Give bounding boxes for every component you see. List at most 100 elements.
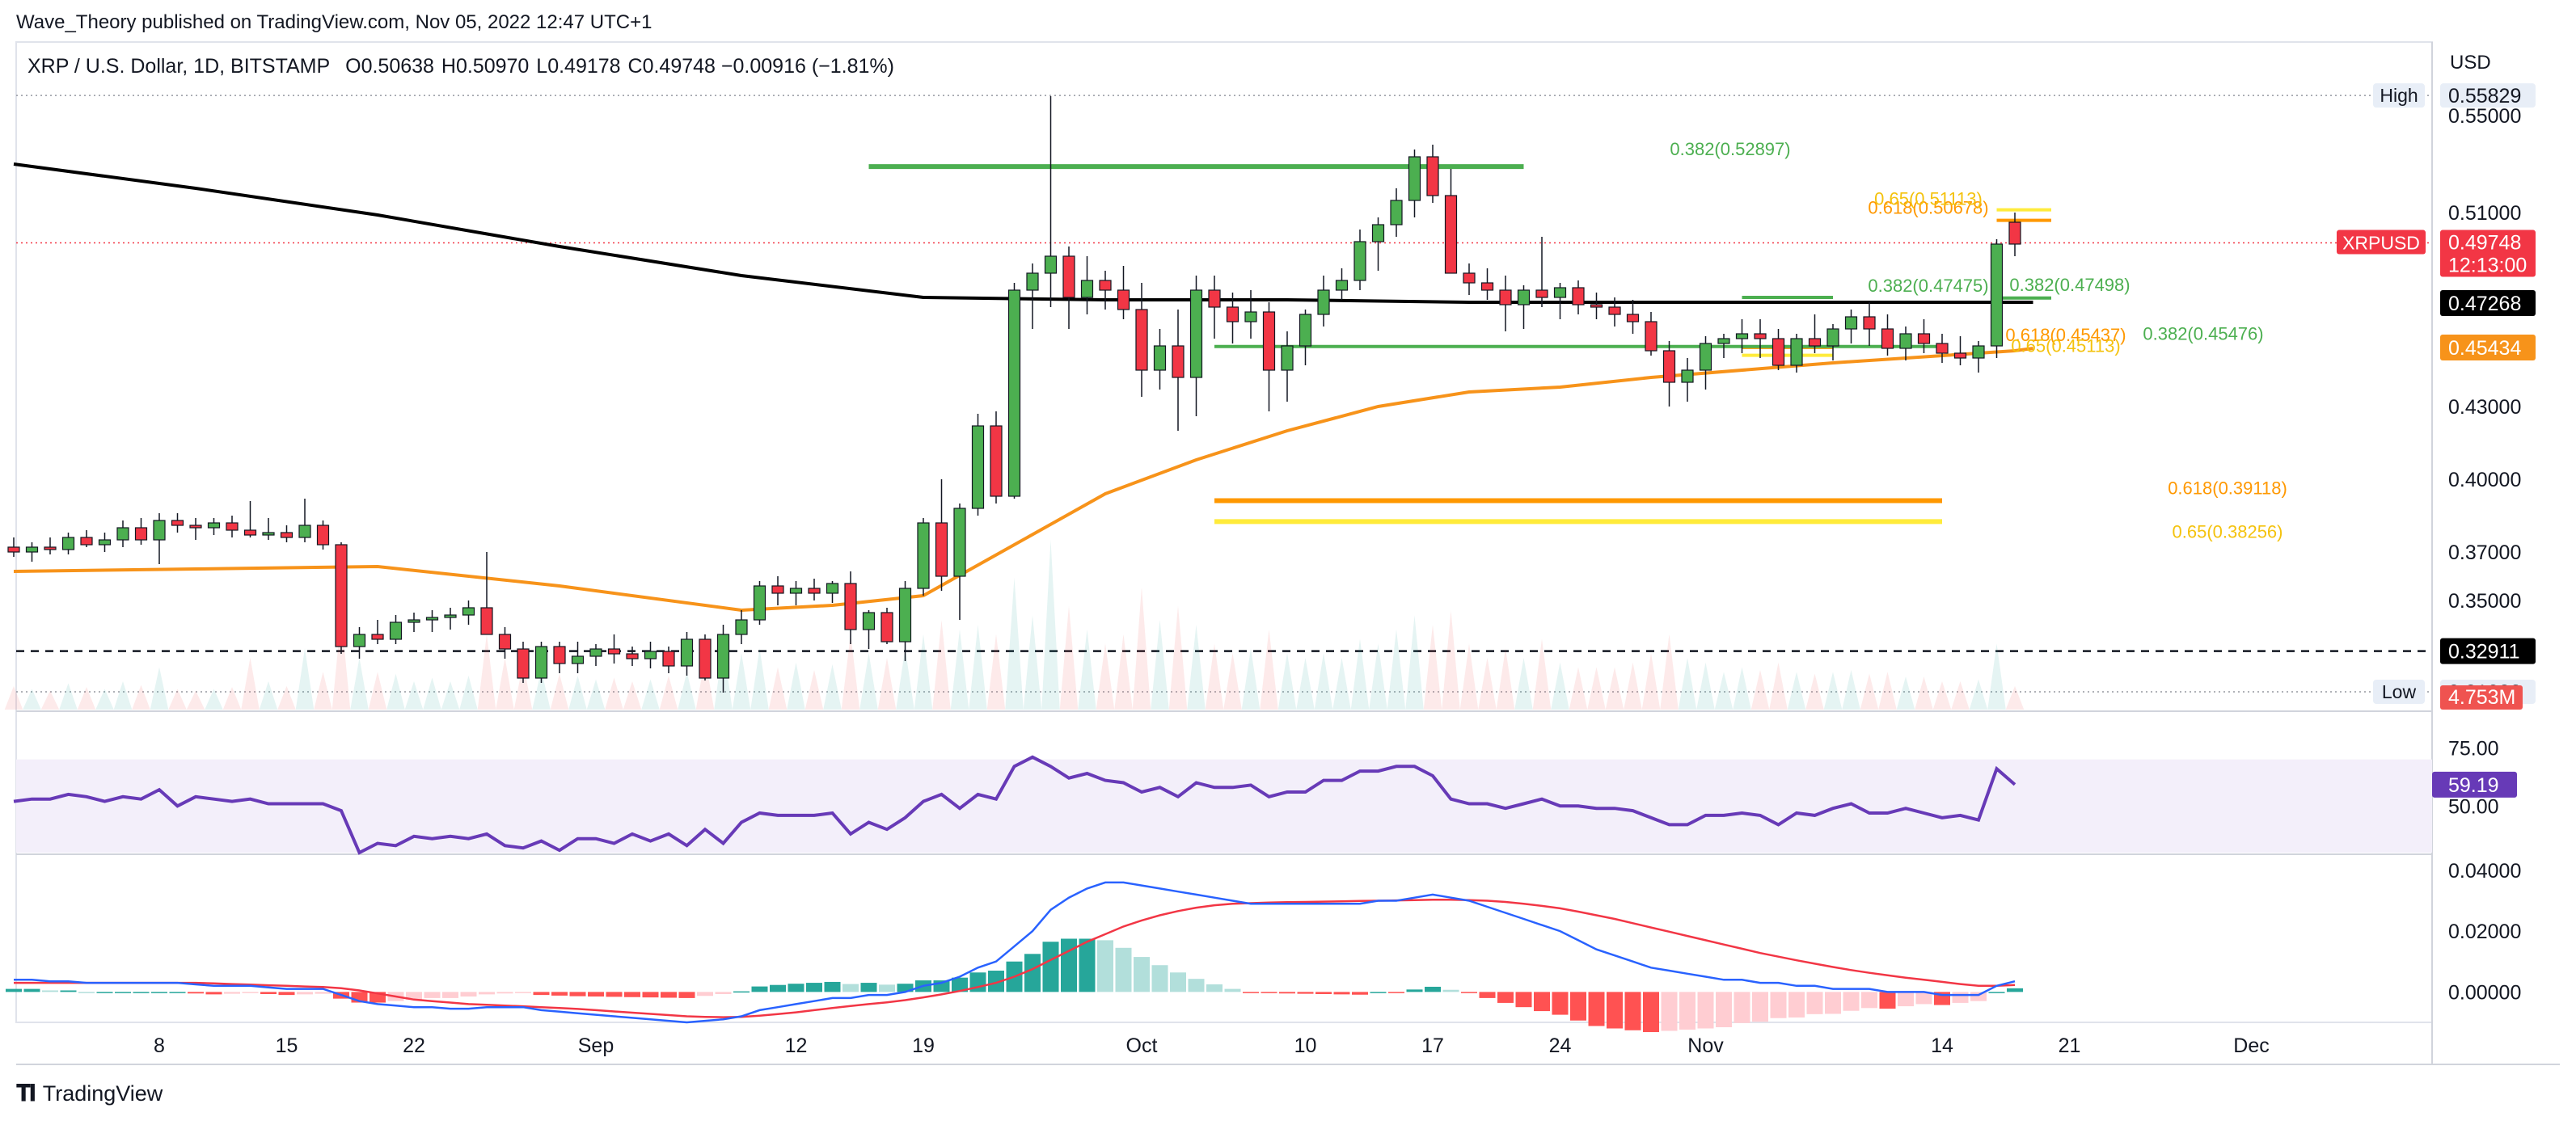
volume-bar (1260, 629, 1278, 710)
volume-bar (1624, 662, 1642, 710)
macd-histogram-bar (1988, 992, 2005, 993)
symbol-title[interactable]: XRP / U.S. Dollar, 1D, BITSTAMP (27, 55, 331, 78)
volume-bar (1296, 657, 1315, 710)
volume-bar (1168, 605, 1188, 710)
macd-histogram-bar (78, 992, 95, 993)
macd-histogram-bar (770, 984, 786, 992)
candle-body (880, 612, 893, 643)
candle-body (571, 655, 585, 664)
candle-body (1317, 289, 1330, 315)
macd-histogram-bar (1898, 992, 1914, 1007)
macd-histogram-bar (315, 992, 332, 994)
macd-histogram-bar (1734, 992, 1750, 1023)
candle-body (61, 537, 75, 550)
last-price-bg (2440, 230, 2536, 277)
macd-histogram-bar (115, 992, 131, 993)
currency-label[interactable]: USD (2450, 52, 2491, 74)
fib-level-label: 0.65(0.38256) (2173, 521, 2283, 541)
volume-bar (1041, 540, 1060, 710)
volume-bar (1878, 672, 1897, 710)
fib-level-label: 0.382(0.47498) (2009, 275, 2130, 295)
macd-histogram-bar (1497, 992, 1514, 1003)
volume-bar (986, 634, 1006, 710)
candle-body (371, 634, 384, 640)
volume-bar (877, 657, 897, 710)
macd-histogram-bar (406, 992, 422, 1000)
macd-histogram-bar (1607, 992, 1623, 1029)
candle-body (243, 529, 257, 536)
candle-body (1408, 156, 1421, 201)
macd-histogram-bar (442, 992, 458, 998)
candle-body (735, 619, 748, 635)
candle-body (1754, 333, 1767, 339)
candle-body (171, 520, 184, 526)
volume-bar (205, 689, 223, 710)
volume-bar (1605, 667, 1624, 710)
macd-histogram-bar (1806, 992, 1823, 1014)
symbol-legend: XRP / U.S. Dollar, 1D, BITSTAMP O0.50638… (27, 55, 894, 78)
candle-body (262, 532, 275, 536)
macd-histogram-bar (1170, 972, 1186, 992)
volume-bar (314, 672, 332, 710)
volume-bar (386, 673, 405, 710)
tradingview-brand[interactable]: 𝐓𝐈 TradingView (16, 1081, 163, 1107)
macd-histogram-bar (1406, 989, 1423, 992)
candle-body (1899, 333, 1912, 349)
volume-bar (222, 687, 242, 710)
volume-bar (1369, 643, 1387, 710)
hl-tag-label: High (2380, 85, 2418, 106)
price-tick-label: 0.51000 (2448, 202, 2521, 225)
candle-body (844, 583, 857, 630)
volume-bar (241, 657, 260, 710)
candle-body (1390, 200, 1403, 225)
macd-histogram-bar (2007, 988, 2023, 992)
candle-body (644, 651, 657, 659)
candle-body (1590, 304, 1603, 308)
volume-bar (368, 672, 387, 710)
volume-bar (695, 657, 715, 710)
ohlc-high: H0.50970 (441, 55, 530, 78)
candle-body (1062, 255, 1075, 298)
candle-body (1535, 289, 1548, 298)
macd-histogram-bar (242, 992, 259, 993)
candle-body (1717, 338, 1730, 344)
macd-histogram-bar (1970, 992, 1987, 1001)
ma200-line (13, 162, 2033, 304)
volume-bar (859, 653, 878, 710)
candle-body (353, 634, 366, 647)
macd-histogram-bar (6, 988, 22, 992)
candle-body (425, 617, 439, 621)
macd-histogram-bar (1315, 992, 1332, 994)
macd-histogram-bar (1333, 992, 1350, 995)
candle-body (716, 634, 730, 679)
candle-body (80, 537, 93, 546)
macd-histogram-bar (1915, 992, 1932, 1005)
volume-bar (423, 677, 441, 710)
volume-bar (132, 685, 150, 710)
volume-bar (95, 689, 114, 710)
macd-histogram-bar (1279, 992, 1295, 994)
volume-bar (1514, 657, 1533, 710)
macd-histogram-bar (1425, 986, 1441, 992)
ema50-line (13, 347, 2033, 613)
fib-level-label: 0.382(0.47475) (1868, 276, 1988, 296)
candle-body (1936, 343, 1949, 354)
rsi-band (16, 759, 2432, 853)
macd-histogram-bar (1770, 992, 1787, 1018)
candle-body (1117, 289, 1130, 310)
price-tag-bg (2440, 638, 2536, 664)
volume-bar (586, 679, 606, 710)
volume-bar (1277, 653, 1297, 710)
macd-histogram-bar (496, 992, 513, 994)
rsi-pane (13, 755, 2016, 855)
candle-body (1463, 272, 1476, 284)
candle-body (589, 648, 602, 657)
volume-bar (277, 685, 296, 710)
candle-body (498, 634, 512, 650)
macd-histogram-bar (1788, 992, 1805, 1018)
volume-bar (1459, 643, 1479, 710)
macd-pane (6, 881, 2023, 1033)
macd-histogram-bar (897, 984, 914, 992)
macd-histogram-bar (23, 988, 40, 992)
